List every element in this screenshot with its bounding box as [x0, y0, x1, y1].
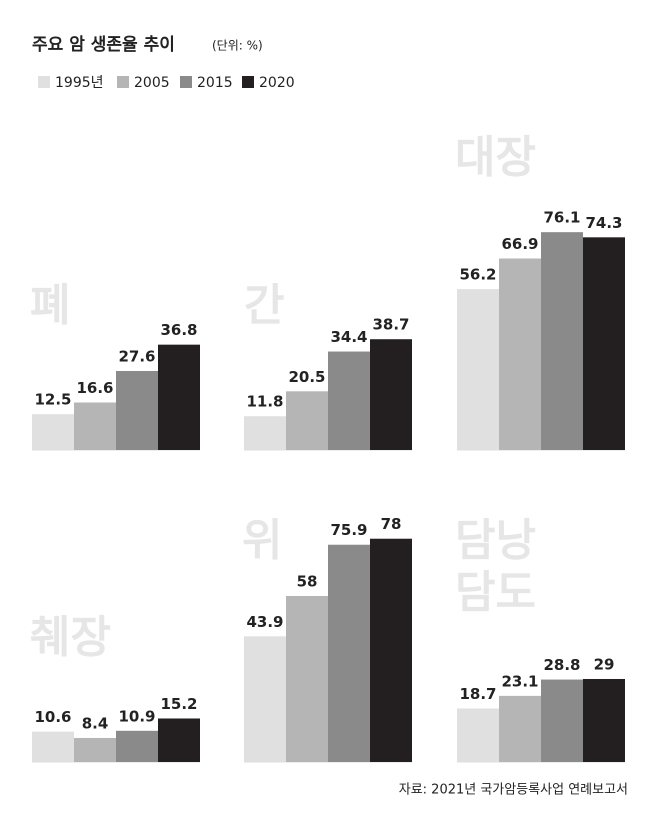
legend-swatch [242, 76, 254, 88]
value-label: 23.1 [501, 672, 538, 690]
bar [32, 414, 74, 450]
panel-title: 위 [242, 515, 283, 566]
bar [32, 731, 74, 762]
bar [74, 402, 116, 450]
bar [158, 344, 200, 450]
value-label: 66.9 [501, 235, 538, 253]
value-label: 18.7 [459, 685, 496, 703]
bar [74, 737, 116, 762]
bar [158, 718, 200, 762]
bar [244, 416, 286, 450]
legend-label: 2015 [197, 75, 233, 91]
bar [328, 351, 370, 450]
value-label: 34.4 [330, 328, 367, 346]
bar [286, 595, 328, 762]
bar [370, 339, 412, 450]
value-label: 76.1 [543, 209, 580, 227]
panel-title: 담낭 담도 [455, 515, 536, 618]
bar [583, 678, 625, 762]
value-label: 12.5 [34, 391, 71, 409]
value-label: 8.4 [82, 714, 109, 732]
bar [499, 258, 541, 450]
value-label: 43.9 [246, 613, 283, 631]
value-label: 10.9 [118, 707, 155, 725]
legend-swatch [180, 76, 192, 88]
source: 자료: 2021년 국가암등록사업 연례보고서 [399, 783, 628, 798]
value-label: 11.8 [246, 393, 283, 411]
value-label: 56.2 [459, 266, 496, 284]
legend-label: 2005 [134, 75, 170, 91]
bar [244, 636, 286, 762]
bar [370, 538, 412, 762]
bar [583, 237, 625, 450]
value-label: 29 [594, 655, 615, 673]
value-label: 10.6 [34, 708, 71, 726]
value-label: 74.3 [585, 214, 622, 232]
bar [457, 289, 499, 450]
legend-swatch [117, 76, 129, 88]
value-label: 20.5 [288, 368, 325, 386]
value-label: 27.6 [118, 347, 155, 365]
bar [328, 544, 370, 762]
panel-title: 폐 [30, 280, 71, 331]
bar [457, 708, 499, 762]
panel-title: 췌장 [30, 612, 111, 663]
value-label: 58 [297, 572, 318, 590]
legend-swatch [38, 76, 50, 88]
bar [541, 679, 583, 762]
legend-label: 2020 [259, 75, 295, 91]
unit: (단위: %) [212, 39, 263, 53]
value-label: 78 [381, 515, 402, 533]
legend-label: 1995년 [55, 75, 104, 91]
value-label: 36.8 [160, 321, 197, 339]
title: 주요 암 생존율 추이 [32, 35, 175, 55]
panel-title: 간 [244, 280, 285, 331]
bar [541, 232, 583, 450]
bar [116, 730, 158, 762]
value-label: 16.6 [76, 379, 113, 397]
bar [286, 391, 328, 450]
value-label: 15.2 [160, 695, 197, 713]
value-label: 38.7 [372, 316, 409, 334]
bar [116, 370, 158, 450]
value-label: 75.9 [330, 521, 367, 539]
panel-title: 대장 [455, 132, 536, 183]
value-label: 28.8 [543, 656, 580, 674]
bar [499, 695, 541, 762]
